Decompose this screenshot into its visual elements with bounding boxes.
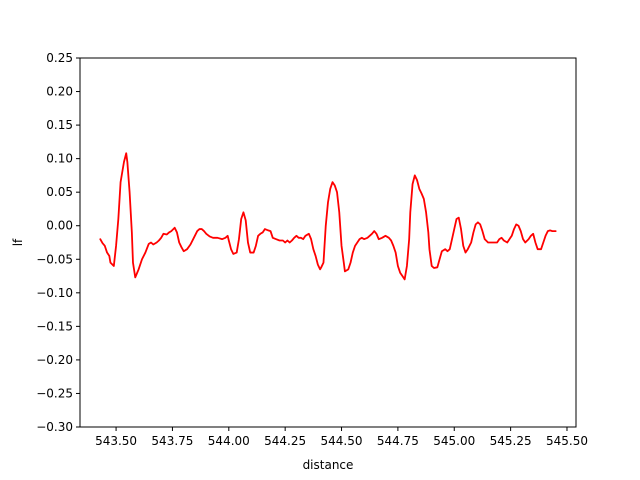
x-tick-label: 544.75 <box>377 434 419 448</box>
y-tick-label: 0.10 <box>46 152 73 166</box>
axes-frame <box>79 57 577 428</box>
y-tick-label: 0.05 <box>46 185 73 199</box>
y-tick-label: −0.05 <box>36 252 73 266</box>
x-tick-label: 545.50 <box>546 434 588 448</box>
x-tick-label: 544.50 <box>321 434 363 448</box>
y-tick-label: 0.20 <box>46 85 73 99</box>
x-tick-label: 544.25 <box>264 434 306 448</box>
x-tick-label: 543.50 <box>95 434 137 448</box>
y-axis-label: lf <box>11 238 25 246</box>
y-axis: 0.25 0.20 0.15 0.10 0.05 0.00 −0.05 −0.10 −0.15 −… <box>36 51 80 434</box>
x-tick-label: 543.75 <box>151 434 193 448</box>
y-tick-label: 0.00 <box>46 219 73 233</box>
y-tick-label: −0.15 <box>36 319 73 333</box>
x-tick-label: 545.25 <box>490 434 532 448</box>
y-tick-label: 0.15 <box>46 118 73 132</box>
y-tick-label: 0.25 <box>46 51 73 65</box>
x-tick-label: 545.00 <box>433 434 475 448</box>
y-tick-label: −0.30 <box>36 420 73 434</box>
x-axis: 543.50 543.75 544.00 544.25 544.50 544.75 545.… <box>95 427 588 448</box>
y-tick-label: −0.20 <box>36 353 73 367</box>
series-line <box>99 152 557 281</box>
x-axis-label: distance <box>303 458 354 472</box>
plot-area <box>99 152 557 281</box>
y-tick-label: −0.25 <box>36 386 73 400</box>
x-tick-label: 544.00 <box>208 434 250 448</box>
y-tick-label: −0.10 <box>36 286 73 300</box>
